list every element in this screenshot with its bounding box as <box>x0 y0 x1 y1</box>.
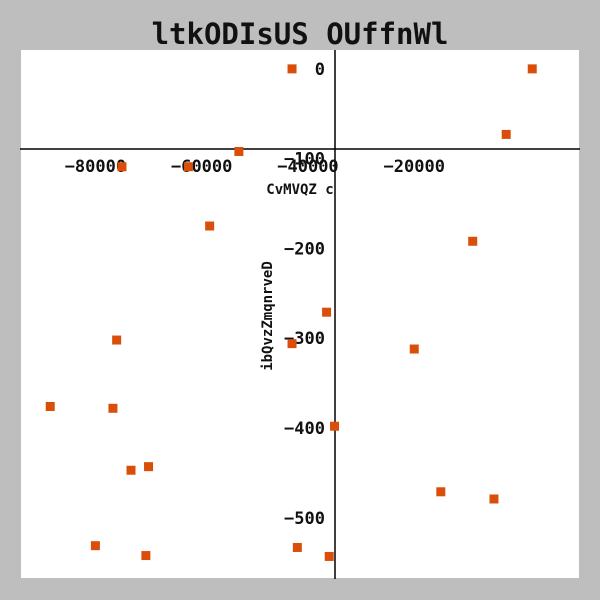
data-point <box>45 401 55 411</box>
plot-area <box>21 50 579 578</box>
data-point <box>205 221 215 231</box>
data-point <box>117 162 127 172</box>
data-point <box>144 462 154 472</box>
data-point <box>287 339 297 349</box>
chart-title: ltkODIsUS OUffnWl <box>152 17 449 51</box>
y-tick-label: −400 <box>284 419 325 439</box>
data-point <box>501 129 511 139</box>
data-point <box>126 465 136 475</box>
x-tick-labels: −80000 −60000 −40000 −20000 <box>65 157 445 177</box>
data-point <box>489 494 499 504</box>
data-point <box>287 64 297 74</box>
x-tick-label: −20000 <box>384 157 445 177</box>
y-tick-label: 0 <box>315 60 325 80</box>
data-point <box>292 542 302 552</box>
x-tick-label: −80000 <box>65 157 126 177</box>
data-point <box>90 541 100 551</box>
x-axis-label: CvMVQZ c <box>266 182 333 198</box>
data-point <box>527 64 537 74</box>
data-point <box>409 344 419 354</box>
data-point <box>183 162 193 172</box>
data-point <box>141 551 151 561</box>
y-tick-label: −200 <box>284 239 325 259</box>
data-point <box>322 307 332 317</box>
data-point <box>468 236 478 246</box>
data-point <box>108 403 118 413</box>
y-axis-label: ibQvzZmqnrveD <box>260 261 276 371</box>
data-point <box>330 421 340 431</box>
data-point <box>436 487 446 497</box>
data-points <box>45 64 537 561</box>
data-point <box>112 335 122 345</box>
x-tick-label: −60000 <box>171 157 232 177</box>
x-tick-label: −40000 <box>277 157 338 177</box>
data-point <box>234 146 244 156</box>
y-tick-labels: 0−100−200−300−400−500 <box>284 60 325 529</box>
y-tick-label: −500 <box>284 509 325 529</box>
data-point <box>324 551 334 561</box>
y-tick-label: −100 <box>284 150 325 170</box>
